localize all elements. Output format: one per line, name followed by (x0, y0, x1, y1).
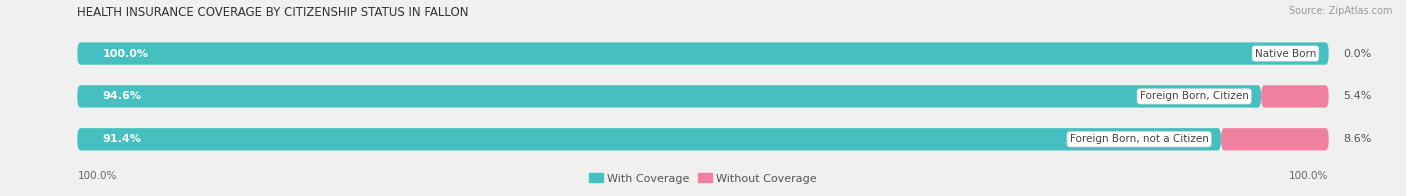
Text: 100.0%: 100.0% (103, 49, 149, 59)
FancyBboxPatch shape (77, 85, 1329, 107)
FancyBboxPatch shape (77, 128, 1329, 150)
Text: HEALTH INSURANCE COVERAGE BY CITIZENSHIP STATUS IN FALLON: HEALTH INSURANCE COVERAGE BY CITIZENSHIP… (77, 6, 468, 19)
FancyBboxPatch shape (77, 128, 1220, 151)
FancyBboxPatch shape (77, 128, 1329, 151)
Text: Foreign Born, not a Citizen: Foreign Born, not a Citizen (1070, 134, 1209, 144)
Text: 91.4%: 91.4% (103, 134, 141, 144)
Text: Source: ZipAtlas.com: Source: ZipAtlas.com (1288, 6, 1392, 16)
FancyBboxPatch shape (1220, 128, 1329, 151)
FancyBboxPatch shape (77, 42, 1329, 65)
Text: 0.0%: 0.0% (1344, 49, 1372, 59)
FancyBboxPatch shape (77, 42, 1329, 65)
Legend: With Coverage, Without Coverage: With Coverage, Without Coverage (585, 169, 821, 188)
FancyBboxPatch shape (1261, 85, 1329, 108)
Text: Foreign Born, Citizen: Foreign Born, Citizen (1140, 91, 1249, 101)
FancyBboxPatch shape (77, 85, 1261, 108)
Text: 100.0%: 100.0% (1289, 171, 1329, 181)
Text: Native Born: Native Born (1254, 49, 1316, 59)
Text: 100.0%: 100.0% (77, 171, 117, 181)
FancyBboxPatch shape (77, 85, 1329, 108)
FancyBboxPatch shape (77, 43, 1329, 64)
Text: 5.4%: 5.4% (1344, 91, 1372, 101)
Text: 94.6%: 94.6% (103, 91, 142, 101)
Text: 8.6%: 8.6% (1344, 134, 1372, 144)
